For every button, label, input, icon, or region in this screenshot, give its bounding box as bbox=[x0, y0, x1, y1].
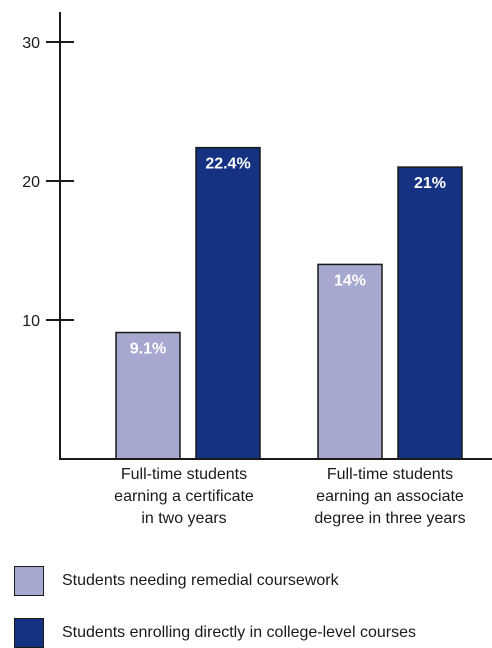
y-tick-label: 20 bbox=[22, 174, 40, 191]
bar-value-label: 9.1% bbox=[130, 341, 166, 358]
bar-series-0-category-0 bbox=[115, 331, 181, 460]
legend-label-college-level: Students enrolling directly in college-l… bbox=[62, 624, 416, 641]
legend-item-college-level: Students enrolling directly in college-l… bbox=[14, 618, 492, 648]
legend-swatch-remedial bbox=[14, 566, 44, 596]
bar-value-label: 21% bbox=[414, 175, 446, 192]
legend-label-remedial: Students needing remedial coursework bbox=[62, 572, 339, 589]
legend-item-remedial: Students needing remedial coursework bbox=[14, 566, 492, 596]
bars: 9.1% 14% 22.4% 21% bbox=[115, 146, 463, 460]
y-tick-label: 30 bbox=[22, 35, 40, 52]
category-label-certificate: Full-time students earning a certificate… bbox=[114, 466, 254, 527]
legend-swatch-college-level bbox=[14, 618, 44, 648]
bar-value-label: 14% bbox=[334, 272, 366, 289]
bar-value-label: 22.4% bbox=[205, 156, 250, 173]
y-tick-label: 10 bbox=[22, 313, 40, 330]
bar-series-1-category-1 bbox=[397, 166, 463, 460]
bar-series-0-category-1 bbox=[317, 263, 383, 460]
y-axis-ticks: 10 20 30 bbox=[22, 35, 74, 330]
bar-chart: 10 20 30 9.1% 14% 22.4% 21% bbox=[22, 12, 492, 460]
bar-series-1-category-0 bbox=[195, 146, 261, 460]
category-label-associate: Full-time students earning an associate … bbox=[314, 466, 466, 527]
